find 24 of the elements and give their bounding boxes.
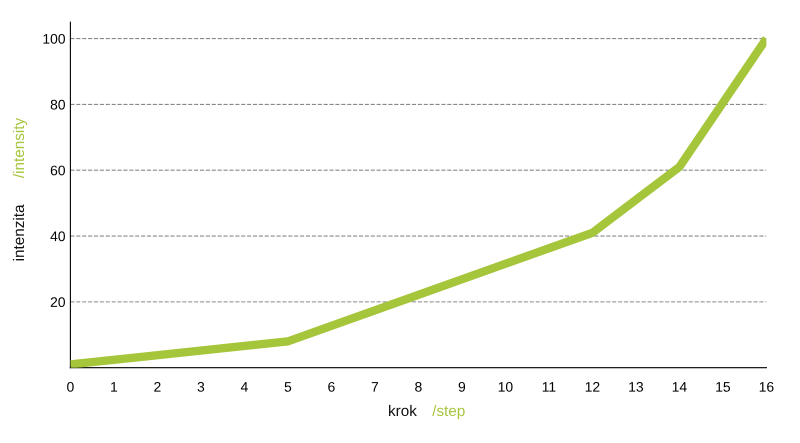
- x-tick-label: 10: [498, 382, 513, 392]
- x-tick-label: 6: [328, 382, 335, 392]
- x-tick-label: 3: [198, 382, 204, 392]
- x-tick-label: 11: [542, 382, 556, 392]
- text: intenzita /intensity: [12, 118, 28, 260]
- x-tick-label: 5: [284, 382, 292, 392]
- y-tick-label: 100: [43, 34, 65, 44]
- y-tick-label: 20: [50, 297, 65, 308]
- x-axis-title: krok /step: [389, 404, 465, 420]
- x-tick-label: 16: [760, 382, 774, 392]
- x-tick-label: 8: [415, 382, 422, 392]
- x-tick-label: 12: [586, 382, 600, 392]
- x-tick-label: 9: [458, 382, 466, 392]
- x-tick-label: 1: [111, 382, 118, 392]
- x-tick-label: 2: [154, 382, 161, 392]
- x-tick-label: 7: [372, 382, 378, 392]
- x-tick-label: 15: [716, 382, 730, 392]
- x-tick-label: 14: [672, 382, 687, 392]
- x-tick-label: 13: [629, 382, 644, 392]
- y-tick-label: 80: [50, 100, 65, 110]
- y-tick-label: 40: [50, 231, 65, 242]
- y-tick-label: 60: [50, 166, 65, 176]
- x-tick-label: 4: [240, 382, 248, 392]
- x-tick-label: 0: [67, 382, 74, 392]
